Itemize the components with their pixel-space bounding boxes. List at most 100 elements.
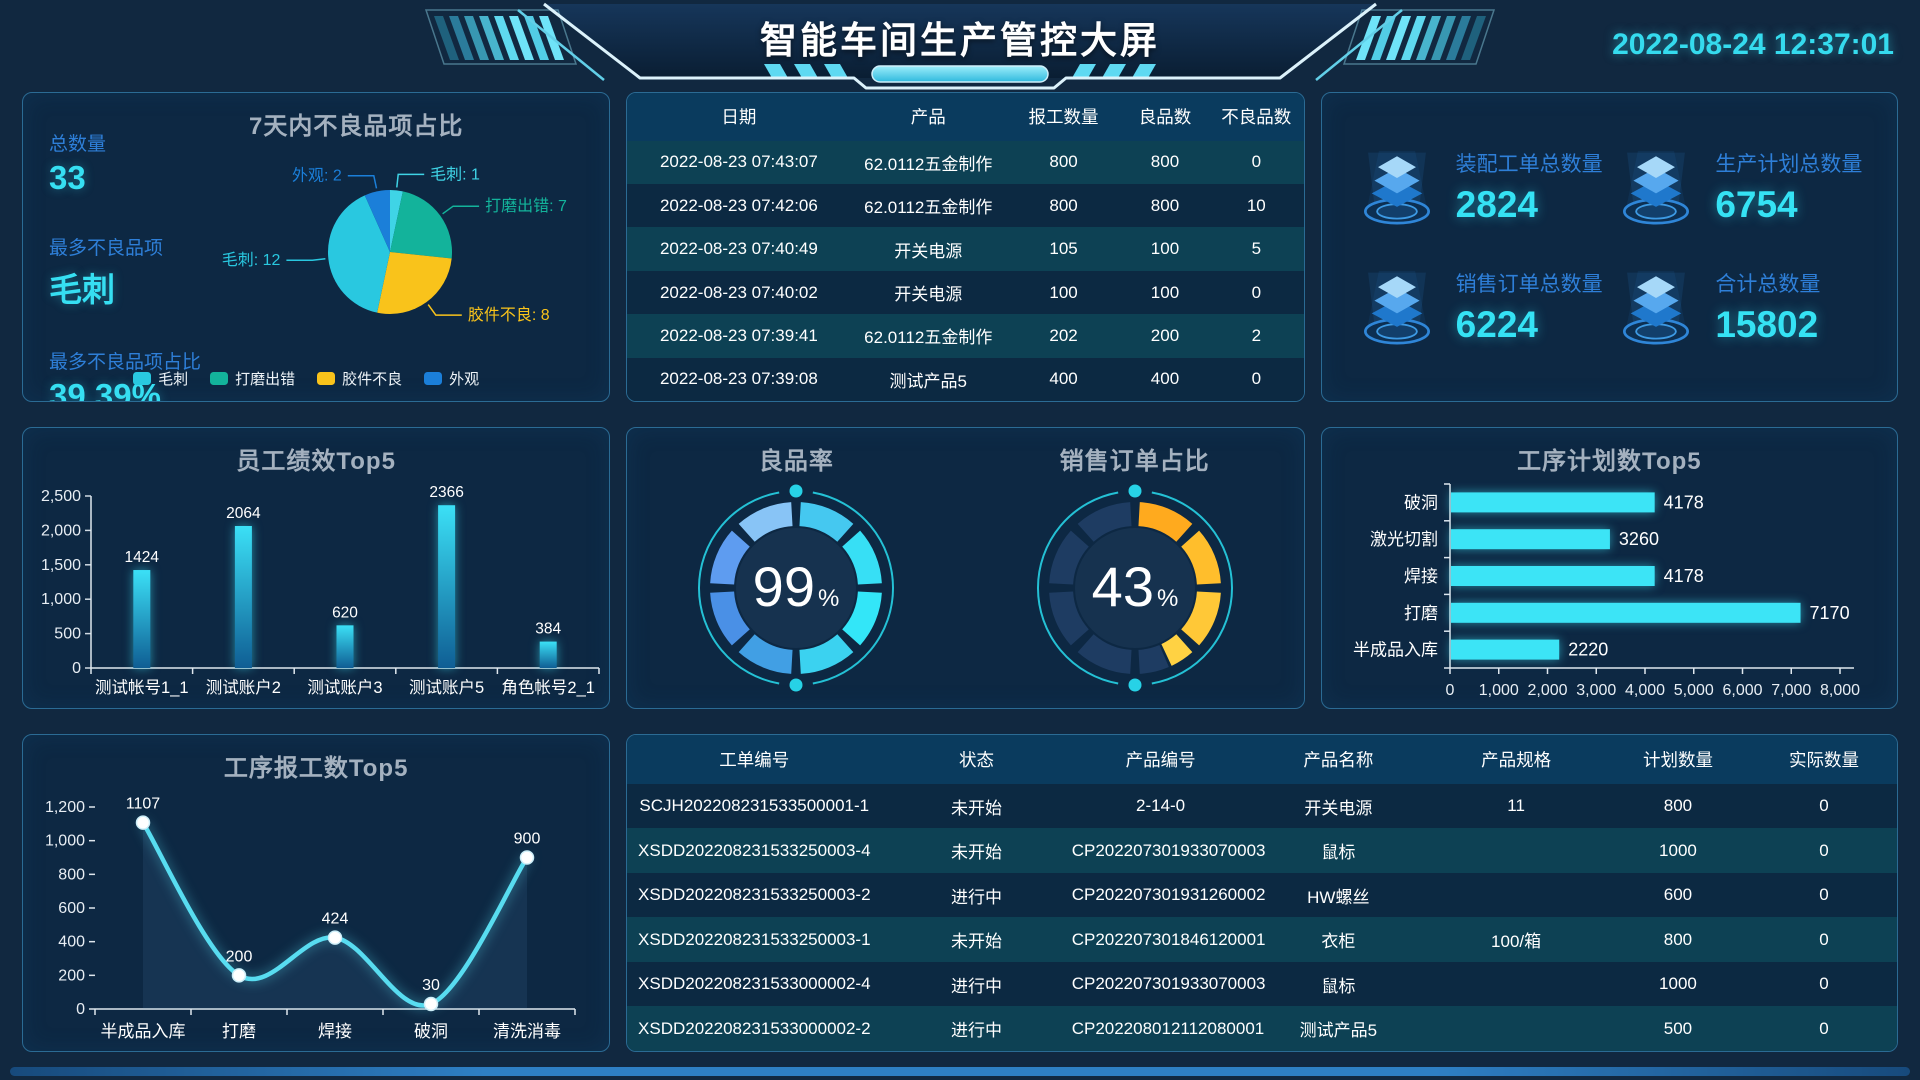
employee-bar-chart[interactable]: 0 500 1,000 1,500 2,000 2,500 1424 测试帐号1_1 2064 测… — [23, 476, 610, 709]
table-cell: 400 — [1049, 369, 1078, 389]
table-cell: 2022-08-23 07:39:08 — [659, 369, 818, 389]
gauge-yield: 良品率 99% — [627, 428, 965, 708]
table-cell: 鼠标 — [1321, 976, 1356, 996]
line-point[interactable] — [423, 996, 439, 1012]
svg-text:清洗消毒: 清洗消毒 — [493, 1022, 561, 1041]
table-row[interactable]: 2022-08-23 07:40:02 开关电源 100 100 0 — [627, 270, 1304, 315]
header: 智能车间生产管控大屏 2022-08-24 12:37:01 — [0, 0, 1920, 92]
table-row[interactable]: SCJH202208231533500001-1 未开始 2-14-0 开关电源 11 8… — [627, 783, 1897, 829]
table-cell: 105 — [1049, 239, 1078, 259]
svg-text:激光切割: 激光切割 — [1370, 530, 1438, 549]
svg-text:6,000: 6,000 — [1722, 682, 1762, 699]
panel-title-plan: 工序计划数Top5 — [1517, 448, 1702, 475]
table-cell: 未开始 — [950, 932, 1002, 952]
gauge-value-arc — [799, 633, 854, 674]
bar-segment[interactable] — [133, 570, 151, 668]
legend-item[interactable]: 打磨出错 — [210, 368, 295, 389]
orders-stack-icon — [1623, 270, 1690, 345]
line-point[interactable] — [231, 968, 247, 983]
gauge-value-arc — [1180, 590, 1221, 646]
legend-item[interactable]: 毛刺 — [133, 368, 188, 389]
process-report-line-chart[interactable]: 0 200 400 600 800 1,000 1,200 1107 半成品入库 200 打磨 424… — [23, 783, 610, 1052]
table-cell: 0 — [1251, 369, 1262, 389]
line-point[interactable] — [327, 930, 343, 945]
table-row[interactable]: XSDD202208231533250003-4 未开始 CP20220730193… — [627, 828, 1897, 873]
legend-label: 外观 — [449, 371, 480, 388]
svg-text:焊接: 焊接 — [318, 1022, 352, 1041]
table-row[interactable]: 2022-08-23 07:43:07 62.0112五金制作 800 800 0 — [627, 140, 1304, 185]
pie-slice[interactable] — [390, 190, 404, 252]
table-cell: 开关电源 — [1304, 798, 1373, 818]
pie-label-line — [442, 205, 480, 215]
bar-segment[interactable] — [234, 525, 252, 668]
svg-text:7,000: 7,000 — [1771, 682, 1811, 699]
gauge-value-text: 43% — [1091, 555, 1178, 618]
column-header: 良品数 — [1138, 107, 1192, 128]
table-cell: CP202207301933070003 — [1071, 974, 1266, 994]
svg-text:424: 424 — [322, 911, 349, 928]
hbar-segment[interactable] — [1450, 529, 1610, 550]
table-row[interactable]: XSDD202208231533250003-2 进行中 CP20220730193… — [627, 872, 1897, 918]
table-row[interactable]: XSDD202208231533250003-1 未开始 CP20220730184… — [627, 917, 1897, 962]
table-cell: 5 — [1251, 239, 1262, 259]
gauge-value-text: 99% — [753, 555, 840, 618]
defect-total-value: 33 — [49, 159, 86, 196]
panel-gauges: 良品率 99% 销售订单占比 43% — [626, 427, 1305, 709]
gauge-top-dot — [1128, 484, 1142, 498]
line-point[interactable] — [135, 815, 151, 830]
hbar-segment[interactable] — [1450, 639, 1559, 660]
table-row[interactable]: 2022-08-23 07:39:08 测试产品5 400 400 0 — [627, 357, 1304, 401]
sales-gauge-chart[interactable]: 43% — [1025, 480, 1245, 700]
legend-item[interactable]: 外观 — [424, 368, 479, 389]
table-row[interactable]: 2022-08-23 07:42:06 62.0112五金制作 800 800 10 — [627, 184, 1304, 228]
table-cell: CP202208012112080001 — [1071, 1018, 1265, 1038]
line-point[interactable] — [519, 850, 535, 865]
process-plan-hbar-chart[interactable]: 0 1,000 2,000 3,000 4,000 5,000 6,000 7,000 8,00… — [1322, 476, 1898, 709]
panel-title-employee: 员工绩效Top5 — [236, 448, 396, 475]
table-row[interactable]: 2022-08-23 07:39:41 62.0112五金制作 202 200 2 — [627, 314, 1304, 358]
yield-gauge-chart[interactable]: 99% — [686, 480, 906, 700]
table-row[interactable]: 2022-08-23 07:40:49 开关电源 105 100 5 — [627, 227, 1304, 271]
table-cell: 0 — [1819, 974, 1829, 994]
hbar-segment[interactable] — [1450, 566, 1655, 586]
svg-text:620: 620 — [332, 604, 358, 621]
pie-label: 打磨出错: 7 — [485, 197, 567, 215]
legend-item[interactable]: 胶件不良 — [317, 368, 402, 389]
gauge-track-arc — [1048, 530, 1089, 586]
pie-slice[interactable] — [390, 191, 453, 259]
defect-pie-chart[interactable]: 毛刺: 1 打磨出错: 7 胶件不良: 8 毛刺: 12 外观: 2 — [195, 149, 605, 359]
gauge-track-arc — [1077, 633, 1132, 674]
pie-slice[interactable] — [328, 195, 391, 313]
stat-card-4: 合计总数量 15802 — [1609, 247, 1869, 367]
svg-text:4178: 4178 — [1663, 492, 1703, 512]
table-row[interactable]: XSDD202208231533000002-4 进行中 CP20220730193… — [627, 961, 1897, 1007]
hbar-segment[interactable] — [1450, 602, 1801, 623]
table-cell: 100/箱 — [1491, 932, 1542, 952]
table-cell: 500 — [1663, 1018, 1693, 1038]
table-cell: 0 — [1819, 1018, 1829, 1038]
bar-segment[interactable] — [336, 625, 354, 668]
bottom-accent-bar — [10, 1067, 1910, 1076]
stat-card-2: 生产计划总数量 6754 — [1609, 127, 1869, 247]
column-header: 产品名称 — [1303, 749, 1374, 770]
defect-top-item-value: 毛刺 — [49, 271, 115, 308]
table-cell: 0 — [1819, 840, 1829, 860]
pie-slice[interactable] — [377, 252, 452, 315]
defect-top-item-label: 最多不良品项 — [49, 238, 164, 259]
gauge-track-arc — [1048, 590, 1089, 646]
defect-total-label: 总数量 — [49, 134, 107, 155]
svg-text:1,000: 1,000 — [41, 591, 81, 608]
pie-slice[interactable] — [365, 190, 391, 252]
svg-text:1424: 1424 — [125, 549, 160, 566]
svg-text:800: 800 — [58, 866, 85, 883]
svg-text:焊接: 焊接 — [1404, 567, 1438, 586]
svg-text:1,000: 1,000 — [45, 833, 85, 850]
svg-text:8,000: 8,000 — [1820, 682, 1860, 699]
table-row[interactable]: XSDD202208231533000002-2 进行中 CP20220801211… — [627, 1006, 1897, 1051]
svg-text:破洞: 破洞 — [1404, 493, 1438, 512]
bar-segment[interactable] — [438, 505, 456, 668]
bar-segment[interactable] — [539, 641, 557, 668]
table-cell: 进行中 — [950, 887, 1002, 907]
svg-text:1107: 1107 — [126, 796, 161, 813]
hbar-segment[interactable] — [1450, 492, 1655, 513]
